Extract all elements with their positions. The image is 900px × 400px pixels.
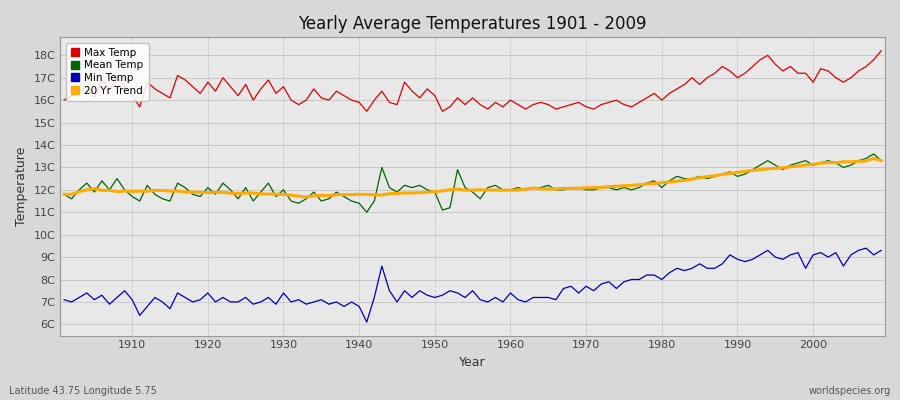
Y-axis label: Temperature: Temperature bbox=[15, 147, 28, 226]
Legend: Max Temp, Mean Temp, Min Temp, 20 Yr Trend: Max Temp, Mean Temp, Min Temp, 20 Yr Tre… bbox=[66, 42, 148, 101]
Text: Latitude 43.75 Longitude 5.75: Latitude 43.75 Longitude 5.75 bbox=[9, 386, 157, 396]
X-axis label: Year: Year bbox=[459, 356, 486, 369]
Text: worldspecies.org: worldspecies.org bbox=[809, 386, 891, 396]
Title: Yearly Average Temperatures 1901 - 2009: Yearly Average Temperatures 1901 - 2009 bbox=[299, 15, 647, 33]
